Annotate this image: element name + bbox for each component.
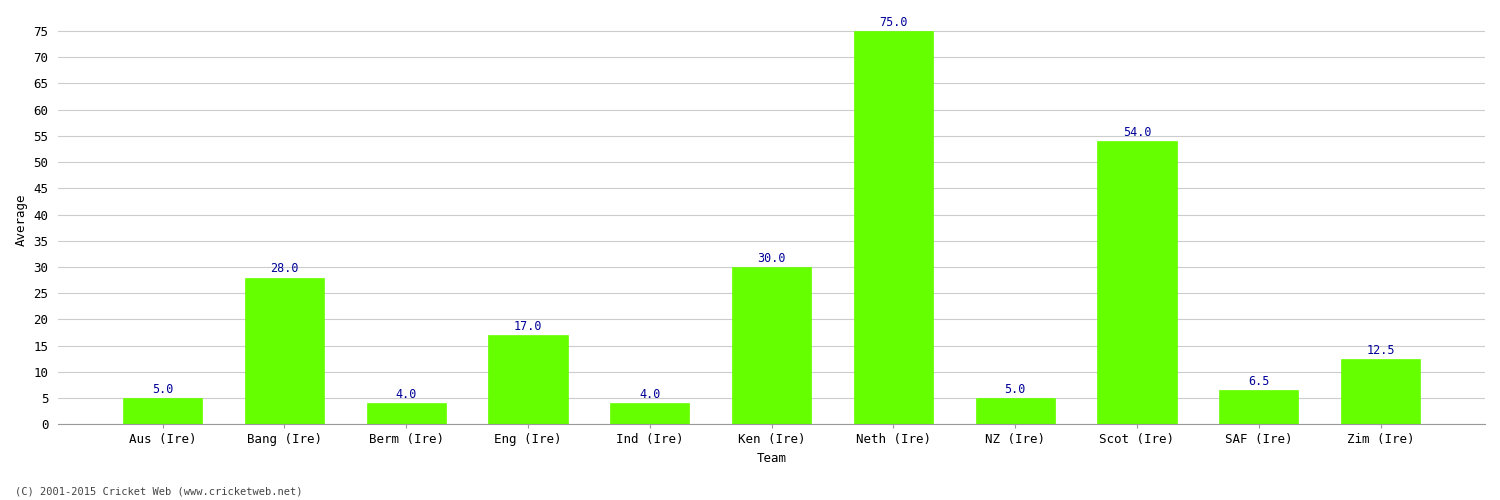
Bar [732, 267, 812, 424]
Text: 54.0: 54.0 [1122, 126, 1150, 139]
Bar [489, 335, 567, 424]
Bar [610, 404, 690, 424]
Bar [853, 31, 933, 424]
Bar [975, 398, 1054, 424]
Text: 12.5: 12.5 [1366, 344, 1395, 356]
Text: 30.0: 30.0 [758, 252, 786, 265]
Bar [244, 278, 324, 424]
Y-axis label: Average: Average [15, 194, 28, 246]
Text: 75.0: 75.0 [879, 16, 908, 29]
Bar [1341, 359, 1420, 424]
Bar [123, 398, 202, 424]
Text: (C) 2001-2015 Cricket Web (www.cricketweb.net): (C) 2001-2015 Cricket Web (www.cricketwe… [15, 487, 303, 497]
Bar [1220, 390, 1299, 424]
Text: 4.0: 4.0 [639, 388, 660, 402]
Bar [1098, 141, 1176, 424]
Text: 28.0: 28.0 [270, 262, 298, 276]
Text: 4.0: 4.0 [396, 388, 417, 402]
Text: 17.0: 17.0 [514, 320, 543, 333]
X-axis label: Team: Team [756, 452, 786, 465]
Text: 6.5: 6.5 [1248, 375, 1269, 388]
Text: 5.0: 5.0 [1005, 383, 1026, 396]
Bar [366, 404, 446, 424]
Text: 5.0: 5.0 [152, 383, 174, 396]
